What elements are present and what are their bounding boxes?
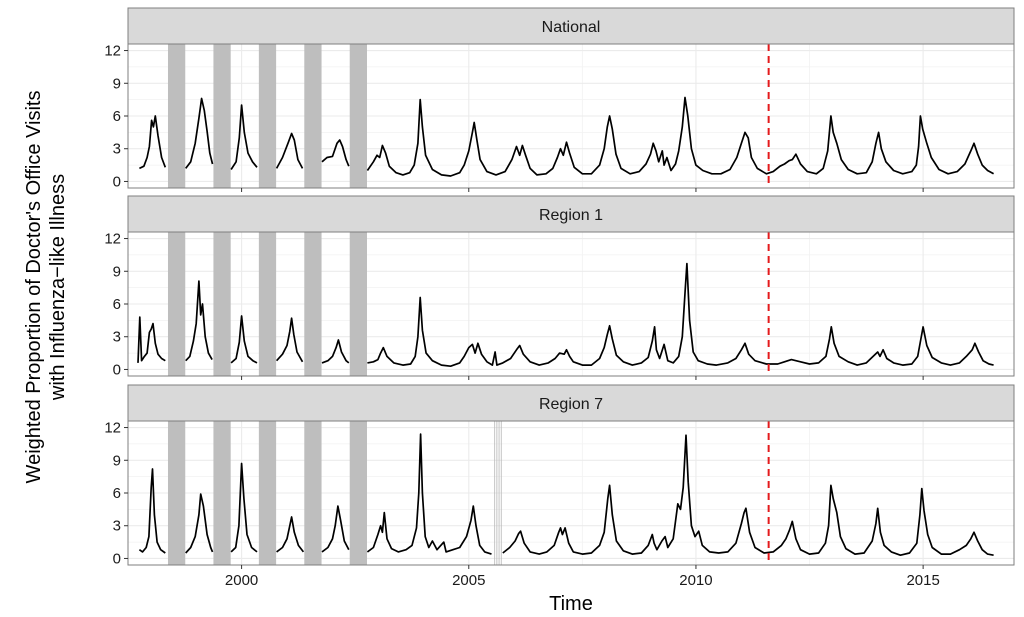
series-line: [185, 493, 214, 554]
y-tick-label: 6: [113, 108, 121, 125]
y-axis-title-line: with Influenza−like Illness: [47, 174, 69, 401]
missing-data-band: [349, 421, 367, 565]
panel-title: Region 1: [539, 207, 603, 224]
series-line: [230, 104, 258, 170]
missing-data-band: [304, 44, 322, 188]
missing-data-band: [167, 44, 186, 188]
series-line: [366, 96, 995, 177]
missing-data-band: [349, 44, 367, 188]
series-line: [275, 317, 304, 363]
x-tick-label: 2015: [906, 572, 939, 589]
missing-data-band: [213, 421, 231, 565]
missing-data-band: [213, 44, 231, 188]
x-tick-label: 2005: [452, 572, 485, 589]
y-tick-label: 3: [113, 329, 121, 346]
y-tick-label: 0: [113, 550, 121, 567]
series-line: [275, 132, 304, 169]
y-tick-label: 9: [113, 263, 121, 280]
missing-data-band: [349, 232, 367, 376]
series-line: [139, 115, 167, 170]
missing-data-band: [304, 421, 322, 565]
y-tick-label: 6: [113, 296, 121, 313]
series-line: [230, 462, 258, 553]
x-tick-label: 2000: [225, 572, 258, 589]
missing-data-band: [304, 232, 322, 376]
panel-2: Region 7 0 3 6 9 12 2000 2005 2010 2015: [104, 384, 1015, 589]
missing-data-band: [167, 232, 186, 376]
series-line: [185, 97, 214, 169]
missing-data-band: [213, 232, 231, 376]
y-axis-title: Weighted Proportion of Doctor's Office V…: [23, 91, 69, 484]
x-axis-title: Time: [549, 593, 593, 615]
series-line: [138, 468, 166, 554]
y-tick-label: 3: [113, 141, 121, 158]
series-line: [502, 434, 994, 557]
panel-title: National: [542, 19, 601, 36]
y-tick-label: 6: [113, 485, 121, 502]
y-tick-label: 0: [113, 361, 121, 378]
series-line: [321, 505, 350, 553]
missing-data-band: [258, 232, 277, 376]
y-tick-label: 12: [104, 420, 121, 437]
y-axis-title-line: Weighted Proportion of Doctor's Office V…: [23, 91, 45, 484]
series-line: [321, 139, 350, 167]
missing-data-band: [258, 421, 277, 565]
series-line: [366, 433, 492, 555]
panel-0: National 0 3 6 9 12: [104, 7, 1015, 192]
panel-strip: [127, 7, 1015, 45]
y-tick-label: 12: [104, 43, 121, 60]
series-line: [185, 280, 213, 362]
y-tick-label: 0: [113, 173, 121, 190]
panel-title: Region 7: [539, 396, 603, 413]
series-line: [230, 315, 258, 364]
series-line: [367, 262, 994, 368]
series-line: [321, 339, 350, 364]
y-tick-label: 9: [113, 452, 121, 469]
missing-data-band: [258, 44, 277, 188]
y-tick-label: 3: [113, 518, 121, 535]
series-line: [137, 316, 166, 363]
y-tick-label: 12: [104, 231, 121, 248]
x-tick-label: 2010: [679, 572, 712, 589]
panel-1: Region 1 0 3 6 9 12: [104, 195, 1015, 380]
missing-data-band: [167, 421, 186, 565]
y-tick-label: 9: [113, 75, 121, 92]
series-line: [276, 516, 305, 553]
